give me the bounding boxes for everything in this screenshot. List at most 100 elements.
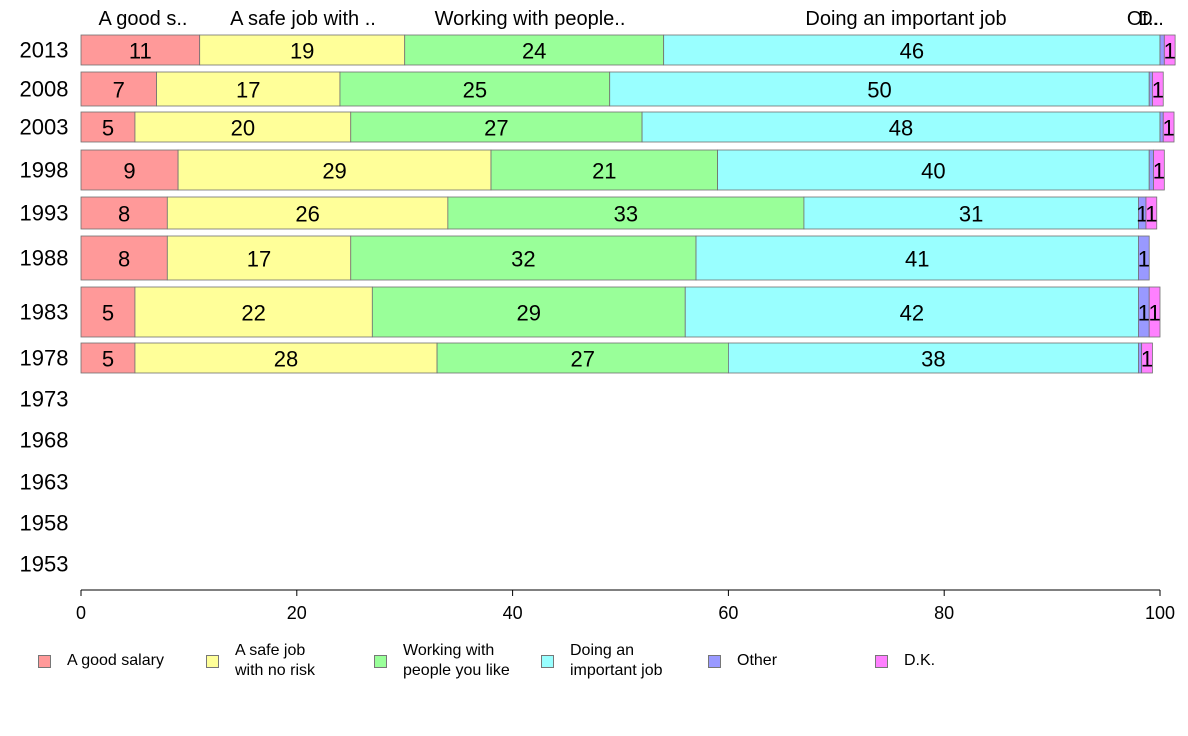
- bar-segment: [177, 149, 492, 191]
- year-label: 1983: [20, 300, 69, 325]
- bar-segment: [134, 111, 352, 143]
- data-label: 5: [102, 116, 114, 141]
- bar-segment: [717, 149, 1150, 191]
- bar-segment: [1145, 196, 1158, 230]
- data-label: 26: [295, 202, 319, 227]
- year-label: 1963: [20, 470, 69, 495]
- legend-label: A good salary: [67, 652, 164, 669]
- bar-segment: [156, 71, 341, 107]
- data-label: 31: [959, 202, 983, 227]
- bar-segment: [1153, 149, 1165, 191]
- bar-segment: [1163, 34, 1176, 66]
- legend-swatch: [38, 654, 51, 668]
- data-label: 9: [123, 159, 135, 184]
- column-header: D..: [1138, 8, 1164, 30]
- data-label: 11: [129, 39, 152, 64]
- year-label: 2013: [20, 38, 69, 63]
- bar-segment: [1152, 71, 1164, 107]
- year-label: 1978: [20, 346, 69, 371]
- bar-segment: [80, 149, 179, 191]
- data-label: 29: [322, 159, 346, 184]
- bar-segment: [80, 71, 157, 107]
- data-label: 17: [236, 78, 260, 103]
- year-label: 1998: [20, 158, 69, 183]
- bar-segment: [339, 71, 611, 107]
- data-label: 29: [517, 301, 541, 326]
- legend-item: Doing an important job: [541, 641, 663, 681]
- data-label: 17: [247, 247, 271, 272]
- year-label: 2008: [20, 77, 69, 102]
- bar-segment: [166, 235, 352, 281]
- legend-label: Other: [737, 652, 778, 669]
- data-label: 1: [1164, 39, 1176, 64]
- year-label: 1958: [20, 511, 69, 536]
- legend-swatch: [708, 654, 721, 668]
- bar-segment: [134, 286, 373, 338]
- bar-segment: [1138, 235, 1150, 281]
- data-label: 1: [1163, 116, 1175, 141]
- column-header: Ot..: [1127, 8, 1159, 30]
- year-label: 1993: [20, 201, 69, 226]
- legend-swatch: [374, 654, 387, 668]
- bar-segment: [1141, 342, 1153, 374]
- data-label: 27: [570, 347, 594, 372]
- x-tick-label: 100: [1145, 603, 1175, 623]
- data-label: 5: [102, 347, 114, 372]
- year-label: 1968: [20, 428, 69, 453]
- data-label: 25: [463, 78, 487, 103]
- data-label: 50: [867, 78, 891, 103]
- data-label: 40: [921, 159, 945, 184]
- bar-segment: [1162, 111, 1175, 143]
- data-label: 38: [921, 347, 945, 372]
- data-label: 32: [511, 247, 535, 272]
- data-label: 1: [1148, 301, 1160, 326]
- data-label: 20: [231, 116, 255, 141]
- year-label: 1988: [20, 246, 69, 271]
- legend-swatch: [875, 654, 888, 668]
- bar-segment: [436, 342, 729, 374]
- data-label: 33: [614, 202, 638, 227]
- bar-segment: [166, 196, 449, 230]
- data-label: 27: [484, 116, 508, 141]
- bar-segment: [134, 342, 438, 374]
- data-label: 24: [522, 39, 546, 64]
- legend: A good salary A safe job with no risk Work…: [38, 641, 1158, 691]
- data-label: 1: [1136, 202, 1148, 227]
- legend-label: D.K.: [904, 652, 936, 669]
- x-tick-label: 60: [718, 603, 738, 623]
- bar-segment: [641, 111, 1161, 143]
- column-header: A safe job with ..: [230, 8, 376, 30]
- legend-label: Working with people you like: [403, 642, 510, 679]
- legend-label: Doing an important job: [570, 642, 663, 679]
- data-label: 8: [118, 247, 130, 272]
- bar-segment: [199, 34, 406, 66]
- column-header: A good s..: [99, 8, 188, 30]
- bar-segment: [803, 196, 1139, 230]
- data-label: 46: [900, 39, 924, 64]
- data-label: 1: [1152, 78, 1164, 103]
- bar-segment: [80, 196, 168, 230]
- x-tick-label: 40: [503, 603, 523, 623]
- year-label: 2003: [20, 115, 69, 140]
- stacked-bar-chart: A good s.. A safe job with .. Working with…: [20, 8, 1176, 623]
- x-tick-label: 80: [934, 603, 954, 623]
- legend-item: A good salary: [38, 651, 164, 671]
- data-label: 1: [1141, 347, 1153, 372]
- x-tick-label: 20: [287, 603, 307, 623]
- column-header: Doing an important job: [805, 8, 1006, 30]
- legend-item: Working with people you like: [374, 641, 510, 681]
- legend-label: A safe job with no risk: [235, 642, 316, 679]
- legend-item: Other: [708, 651, 777, 671]
- data-label: 28: [274, 347, 298, 372]
- data-label: 1: [1138, 247, 1150, 272]
- data-label: 21: [592, 159, 616, 184]
- bar-segment: [1148, 286, 1161, 338]
- legend-item: A safe job with no risk: [206, 641, 315, 681]
- x-tick-label: 0: [76, 603, 86, 623]
- year-label: 1973: [20, 387, 69, 412]
- legend-swatch: [206, 654, 219, 668]
- bar-segment: [80, 111, 136, 143]
- data-label: 22: [241, 301, 265, 326]
- bar-segment: [447, 196, 805, 230]
- data-label: 5: [102, 301, 114, 326]
